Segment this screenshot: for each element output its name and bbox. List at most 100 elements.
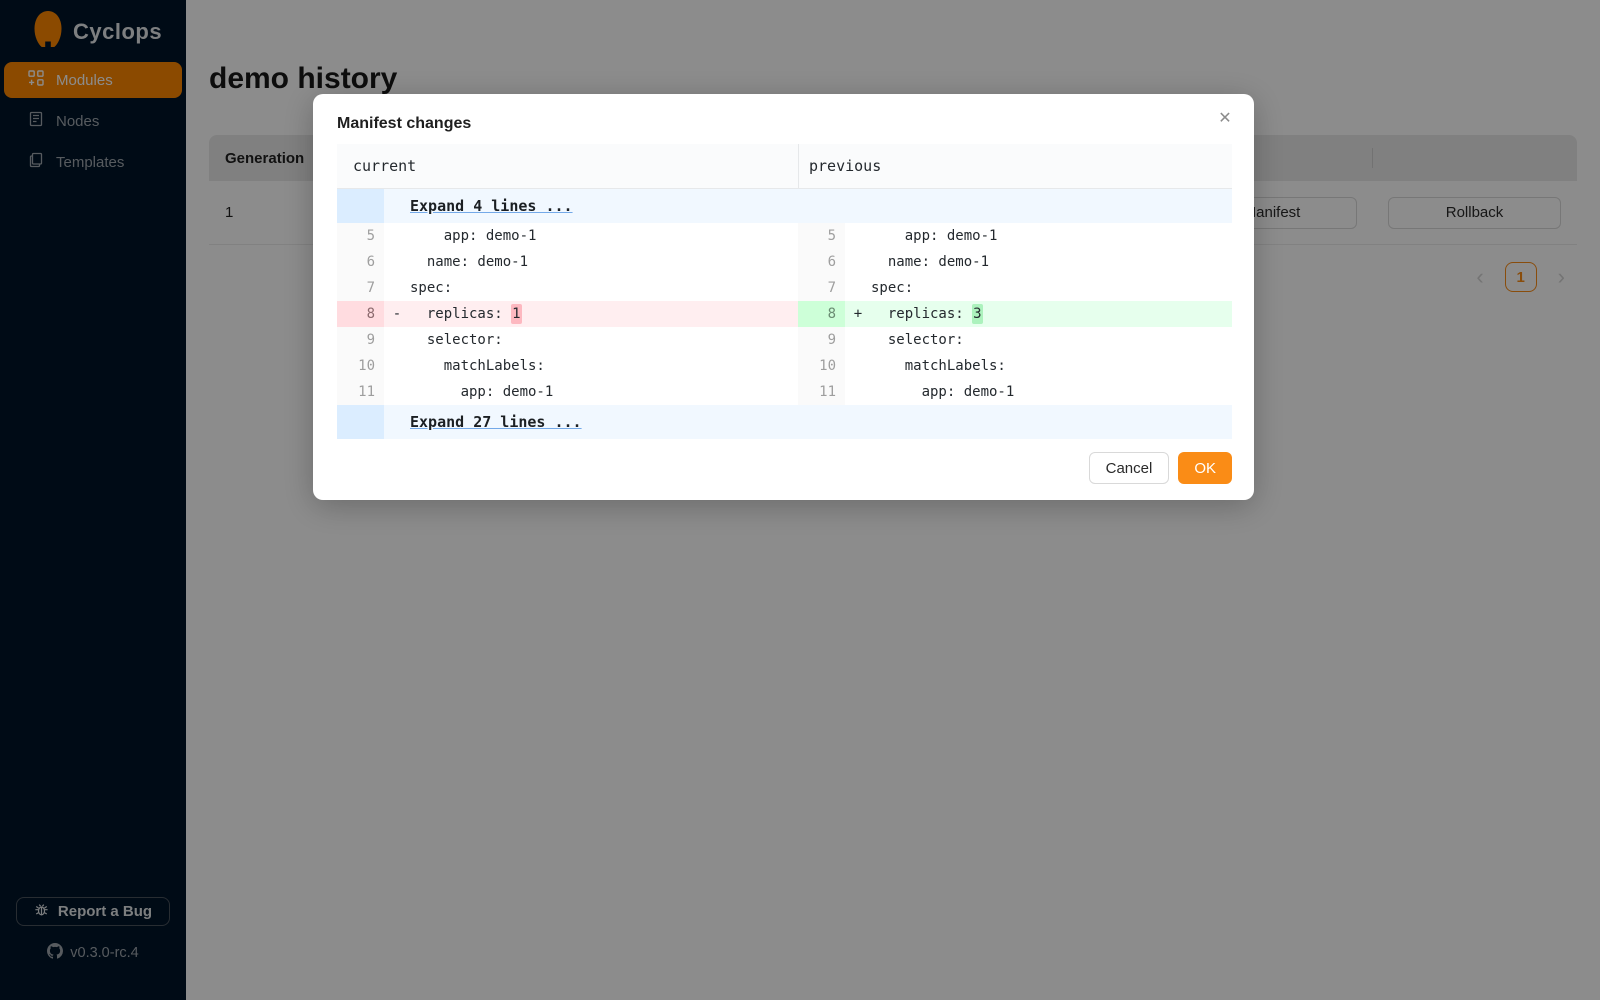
diff-marker bbox=[845, 379, 871, 405]
code-pre: replicas: bbox=[410, 306, 512, 322]
diff-row-6: 6 name: demo-1 6 name: demo-1 bbox=[337, 249, 1232, 275]
code-line-added: replicas: 3 bbox=[871, 301, 1232, 327]
expand-top-link[interactable]: Expand 4 lines ... bbox=[410, 197, 573, 215]
diff-marker bbox=[384, 353, 410, 379]
line-number: 8 bbox=[337, 301, 384, 327]
diff-row-5: 5 app: demo-1 5 app: demo-1 bbox=[337, 223, 1232, 249]
line-number: 5 bbox=[798, 223, 845, 249]
expand-content: Expand 27 lines ... bbox=[384, 405, 1232, 439]
manifest-changes-modal: ✕ Manifest changes current previous Expa… bbox=[313, 94, 1254, 500]
expand-gutter bbox=[337, 189, 384, 223]
manifest-diff: current previous Expand 4 lines ... 5 ap… bbox=[337, 144, 1232, 439]
code-line: name: demo-1 bbox=[410, 254, 529, 270]
diff-marker bbox=[384, 275, 410, 301]
sidebar-item-label: Nodes bbox=[56, 112, 100, 130]
diff-header-row: current previous bbox=[337, 144, 1232, 189]
diff-row-7: 7 spec: 7 spec: bbox=[337, 275, 1232, 301]
added-value: 3 bbox=[972, 304, 983, 324]
modal-title: Manifest changes bbox=[337, 115, 472, 132]
code-line: selector: bbox=[871, 332, 964, 348]
diff-marker bbox=[384, 379, 410, 405]
add-marker: + bbox=[845, 301, 871, 327]
delete-marker: - bbox=[384, 301, 410, 327]
line-number: 6 bbox=[337, 249, 384, 275]
line-number: 7 bbox=[337, 275, 384, 301]
diff-marker bbox=[845, 327, 871, 353]
code-line: app: demo-1 bbox=[410, 384, 554, 400]
generation-cell: 1 bbox=[225, 204, 234, 221]
expand-bottom-link[interactable]: Expand 27 lines ... bbox=[410, 413, 582, 431]
diff-header-current: current bbox=[353, 157, 417, 175]
cyclops-logo-icon bbox=[33, 10, 63, 54]
diff-marker bbox=[384, 223, 410, 249]
version-row[interactable]: v0.3.0-rc.4 bbox=[47, 943, 139, 963]
sidebar-nav: Modules Nodes Templates bbox=[0, 62, 186, 185]
sidebar-item-templates[interactable]: Templates bbox=[4, 144, 182, 180]
pagination-prev-icon[interactable]: ‹ bbox=[1476, 264, 1484, 289]
line-number: 7 bbox=[798, 275, 845, 301]
rollback-button[interactable]: Rollback bbox=[1388, 196, 1561, 229]
sidebar-item-label: Modules bbox=[56, 71, 113, 89]
code-line: spec: bbox=[410, 280, 453, 296]
line-number: 9 bbox=[798, 327, 845, 353]
github-icon bbox=[47, 943, 64, 963]
pagination-next-icon[interactable]: › bbox=[1557, 264, 1565, 289]
cancel-button[interactable]: Cancel bbox=[1088, 452, 1170, 484]
deleted-value: 1 bbox=[511, 304, 522, 324]
version-label: v0.3.0-rc.4 bbox=[70, 945, 139, 961]
line-number: 8 bbox=[798, 301, 845, 327]
logo: Cyclops bbox=[0, 0, 186, 62]
page-title: demo history bbox=[209, 62, 398, 95]
line-number: 11 bbox=[337, 379, 384, 405]
bug-icon bbox=[34, 902, 49, 921]
logo-text: Cyclops bbox=[73, 18, 163, 44]
code-line: matchLabels: bbox=[871, 358, 1006, 374]
main-content: demo history Generation 1 Manifest Rollb… bbox=[186, 0, 1600, 1000]
report-a-bug-label: Report a Bug bbox=[57, 903, 153, 920]
diff-expand-bottom-row: Expand 27 lines ... bbox=[337, 405, 1232, 439]
code-pre: replicas: bbox=[871, 306, 973, 322]
line-number: 9 bbox=[337, 327, 384, 353]
generation-column-header: Generation bbox=[225, 149, 305, 167]
code-line: app: demo-1 bbox=[871, 228, 998, 244]
diff-row-8-changed: 8 - replicas: 1 8 + replicas: 3 bbox=[337, 301, 1232, 327]
templates-icon bbox=[28, 152, 44, 172]
actions-column-header bbox=[1372, 135, 1577, 181]
diff-marker bbox=[845, 275, 871, 301]
diff-header-previous: previous bbox=[798, 144, 1232, 188]
diff-marker bbox=[845, 249, 871, 275]
sidebar-bottom: Report a Bug v0.3.0-rc.4 bbox=[0, 897, 186, 1000]
sidebar-item-label: Templates bbox=[56, 153, 125, 171]
diff-marker bbox=[845, 353, 871, 379]
close-icon[interactable]: ✕ bbox=[1218, 110, 1232, 127]
diff-marker bbox=[384, 327, 410, 353]
nodes-icon bbox=[28, 111, 44, 131]
code-line: selector: bbox=[410, 332, 503, 348]
modal-footer: Cancel OK bbox=[337, 452, 1232, 484]
code-line: matchLabels: bbox=[410, 358, 545, 374]
ok-button[interactable]: OK bbox=[1178, 452, 1232, 484]
sidebar-item-nodes[interactable]: Nodes bbox=[4, 103, 182, 139]
line-number: 11 bbox=[798, 379, 845, 405]
sidebar: Cyclops Modules bbox=[0, 0, 186, 1000]
expand-content: Expand 4 lines ... bbox=[384, 189, 1232, 223]
code-line-deleted: replicas: 1 bbox=[410, 301, 798, 327]
pagination-page-1[interactable]: 1 bbox=[1504, 262, 1537, 292]
sidebar-item-modules[interactable]: Modules bbox=[4, 62, 182, 98]
diff-marker bbox=[845, 223, 871, 249]
line-number: 10 bbox=[337, 353, 384, 379]
diff-expand-top-row: Expand 4 lines ... bbox=[337, 189, 1232, 223]
code-line: spec: bbox=[871, 280, 914, 296]
diff-marker bbox=[384, 249, 410, 275]
line-number: 6 bbox=[798, 249, 845, 275]
code-line: name: demo-1 bbox=[871, 254, 990, 270]
pagination: ‹ 1 › bbox=[209, 262, 1577, 292]
report-a-bug-button[interactable]: Report a Bug bbox=[15, 897, 171, 926]
code-line: app: demo-1 bbox=[871, 384, 1015, 400]
expand-gutter bbox=[337, 405, 384, 439]
code-line: app: demo-1 bbox=[410, 228, 537, 244]
modules-grid-icon bbox=[28, 70, 44, 90]
diff-row-9: 9 selector: 9 selector: bbox=[337, 327, 1232, 353]
line-number: 5 bbox=[337, 223, 384, 249]
line-number: 10 bbox=[798, 353, 845, 379]
